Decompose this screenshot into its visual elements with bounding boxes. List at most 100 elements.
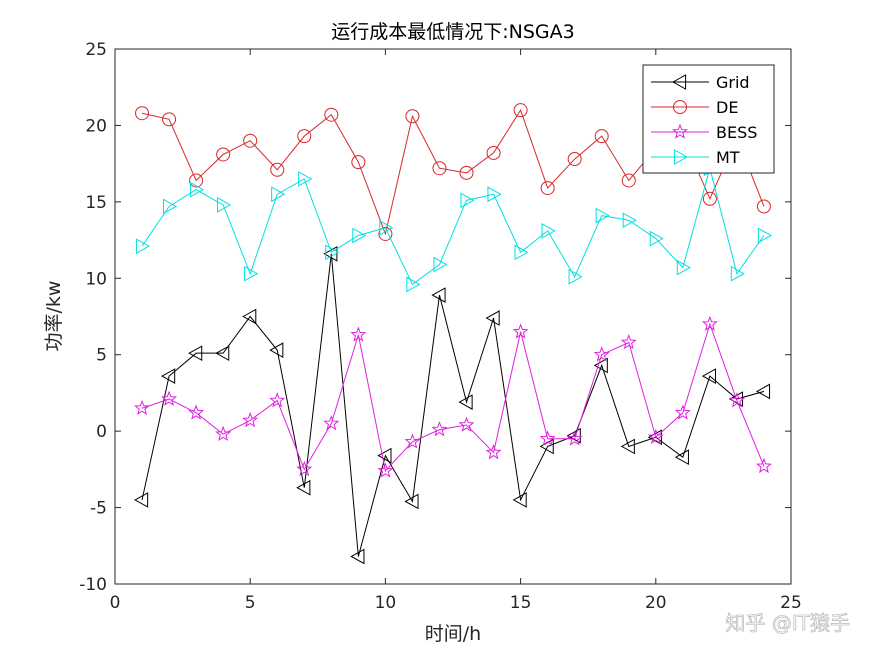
data-point-bess — [620, 334, 637, 350]
data-point-bess — [134, 399, 151, 416]
data-point-mt — [244, 265, 259, 282]
data-point-grid — [296, 479, 311, 496]
data-point-grid — [161, 368, 176, 384]
data-point-de — [702, 191, 717, 206]
data-point-mt — [649, 230, 664, 247]
legend-label-bess: BESS — [716, 123, 757, 142]
data-point-mt — [217, 197, 232, 213]
x-axis-title: 时间/h — [425, 623, 481, 645]
data-point-mt — [190, 181, 205, 198]
data-point-mt — [757, 227, 772, 244]
data-point-mt — [568, 268, 583, 285]
x-tick-label: 10 — [375, 593, 397, 613]
y-tick-label: 5 — [96, 346, 107, 366]
x-tick-label: 25 — [780, 593, 802, 613]
data-point-bess — [296, 460, 313, 477]
data-point-de — [459, 165, 474, 180]
data-point-bess — [323, 415, 340, 431]
data-point-de — [162, 112, 177, 127]
y-axis: -10 -5 0 5 10 15 20 25 — [79, 40, 791, 595]
data-point-grid — [485, 310, 500, 326]
series-line-bess — [141, 322, 765, 472]
data-point-de — [297, 129, 312, 144]
data-point-de — [324, 107, 339, 122]
series-line-grid — [141, 253, 765, 557]
data-point-de — [351, 155, 366, 170]
data-point-mt — [433, 256, 448, 273]
y-tick-label: 0 — [96, 422, 107, 442]
data-point-mt — [514, 244, 529, 261]
data-point-mt — [622, 212, 637, 229]
y-tick-label: 15 — [85, 193, 107, 213]
data-point-bess — [593, 346, 610, 362]
data-point-grid — [350, 548, 365, 565]
data-point-bess — [215, 425, 232, 441]
data-point-de — [243, 133, 258, 148]
data-point-bess — [512, 323, 529, 339]
legend-box — [642, 64, 775, 174]
data-point-de — [216, 147, 231, 162]
legend-marker-mt — [673, 149, 689, 165]
data-point-de — [432, 161, 447, 176]
y-tick-label: -10 — [79, 575, 107, 595]
data-point-grid — [512, 492, 527, 508]
data-point-de — [135, 106, 150, 121]
data-point-bess — [377, 462, 394, 478]
data-point-de — [756, 199, 771, 214]
data-point-de — [621, 173, 636, 188]
data-point-de — [270, 162, 285, 177]
data-point-bess — [188, 404, 205, 420]
data-point-mt — [135, 238, 151, 255]
legend-marker-de — [673, 100, 687, 114]
data-point-bess — [701, 315, 718, 331]
data-point-bess — [566, 430, 583, 446]
y-tick-label: 25 — [85, 40, 107, 60]
data-point-grid — [215, 345, 230, 362]
legend-label-grid: Grid — [716, 73, 750, 92]
series-line-mt — [141, 166, 765, 286]
legend-label-mt: MT — [716, 148, 740, 167]
data-point-mt — [406, 276, 421, 293]
data-point-grid — [539, 438, 554, 455]
data-point-bess — [161, 390, 178, 406]
data-point-bess — [674, 404, 691, 420]
data-point-grid — [188, 345, 203, 362]
data-point-bess — [647, 428, 664, 445]
data-point-mt — [379, 219, 394, 236]
legend-marker-bess — [672, 123, 688, 139]
data-point-de — [405, 109, 420, 124]
y-tick-label: 20 — [85, 116, 107, 136]
data-point-mt — [487, 186, 502, 203]
chart-title: 运行成本最低情况下:NSGA3 — [331, 21, 575, 43]
y-tick-label: 10 — [85, 269, 107, 289]
data-point-bess — [431, 421, 448, 437]
series-mt — [135, 160, 772, 293]
data-point-mt — [325, 244, 340, 261]
data-point-grid — [674, 449, 689, 465]
data-point-grid — [701, 368, 716, 384]
data-point-mt — [595, 207, 610, 224]
data-point-grid — [242, 308, 257, 325]
data-point-bess — [458, 416, 475, 432]
data-point-grid — [755, 383, 771, 400]
series-layer — [134, 103, 772, 565]
legend-marker-grid — [671, 74, 687, 90]
data-point-de — [486, 145, 501, 160]
data-point-mt — [298, 171, 313, 187]
data-point-mt — [271, 186, 286, 203]
data-point-bess — [269, 392, 286, 408]
x-tick-label: 20 — [645, 593, 667, 613]
data-point-grid — [134, 492, 149, 508]
data-point-grid — [620, 438, 635, 455]
x-axis: 0 5 10 15 20 25 — [110, 49, 802, 613]
y-axis-title: 功率/kw — [43, 281, 65, 352]
data-point-mt — [541, 223, 556, 239]
data-point-bess — [242, 412, 259, 428]
legend: Grid DE BESS MT — [642, 64, 775, 174]
legend-label-de: DE — [716, 98, 738, 117]
y-tick-label: -5 — [90, 499, 107, 519]
data-point-bess — [485, 444, 502, 460]
data-point-grid — [269, 342, 284, 358]
data-point-mt — [162, 198, 178, 215]
